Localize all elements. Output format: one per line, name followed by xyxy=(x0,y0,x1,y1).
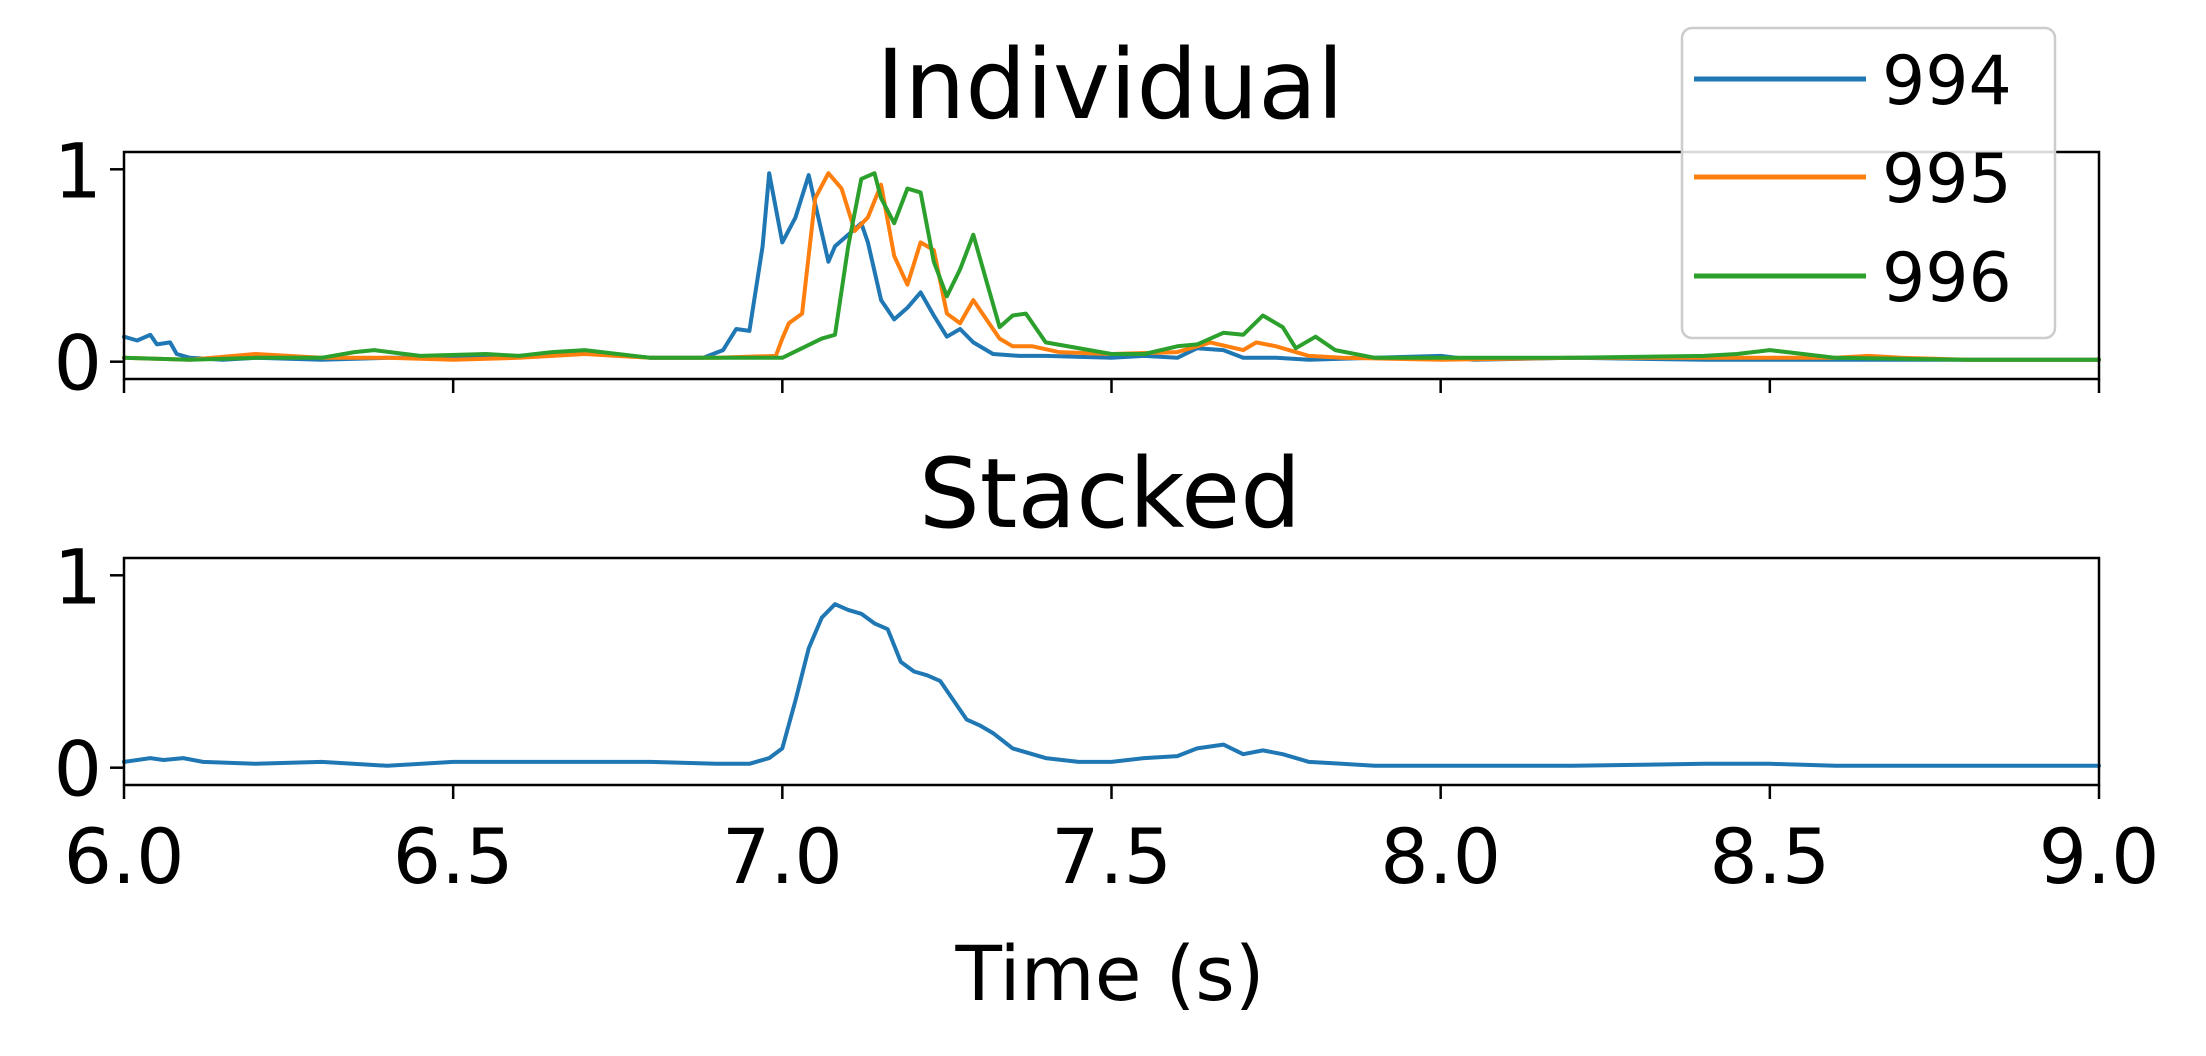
x-tick-label: 7.0 xyxy=(722,812,843,901)
x-tick-label: 6.0 xyxy=(64,812,185,901)
stacked-ticks-group: 6.0 6.5 7.0 7.5 8.0 8.5 9.0 0 1 xyxy=(54,532,2160,901)
legend-label-996: 996 xyxy=(1882,239,2012,318)
individual-title: Individual xyxy=(876,29,1344,141)
legend-box xyxy=(1680,26,2057,340)
legend: 994 995 996 xyxy=(1680,26,2057,340)
individual-series-group xyxy=(122,171,2101,362)
stacked-series-group xyxy=(122,602,2101,768)
individual-series-996 xyxy=(122,171,2101,362)
x-tick-label: 8.5 xyxy=(1709,812,1830,901)
y-tick-label: 0 xyxy=(54,319,102,408)
stacked-series-0 xyxy=(122,602,2101,768)
y-tick-label: 0 xyxy=(54,725,102,814)
individual-ticks-group: 01 xyxy=(54,126,2101,408)
individual-panel: Individual 01 994 995 996 xyxy=(54,26,2101,408)
x-tick-label: 7.5 xyxy=(1051,812,1172,901)
y-tick-label: 1 xyxy=(54,126,102,215)
legend-label-995: 995 xyxy=(1882,140,2012,219)
y-tick-label: 1 xyxy=(54,532,102,621)
x-tick-label: 8.0 xyxy=(1380,812,1501,901)
legend-label-994: 994 xyxy=(1882,42,2012,121)
x-tick-label: 6.5 xyxy=(393,812,514,901)
x-tick-label: 9.0 xyxy=(2039,812,2160,901)
stacked-title: Stacked xyxy=(919,438,1301,550)
stacked-panel: Stacked 6.0 6.5 7.0 7.5 8.0 8.5 9.0 0 1 Time (s) xyxy=(54,438,2160,1018)
x-axis-label: Time (s) xyxy=(954,929,1264,1018)
individual-series-995 xyxy=(122,171,2101,362)
